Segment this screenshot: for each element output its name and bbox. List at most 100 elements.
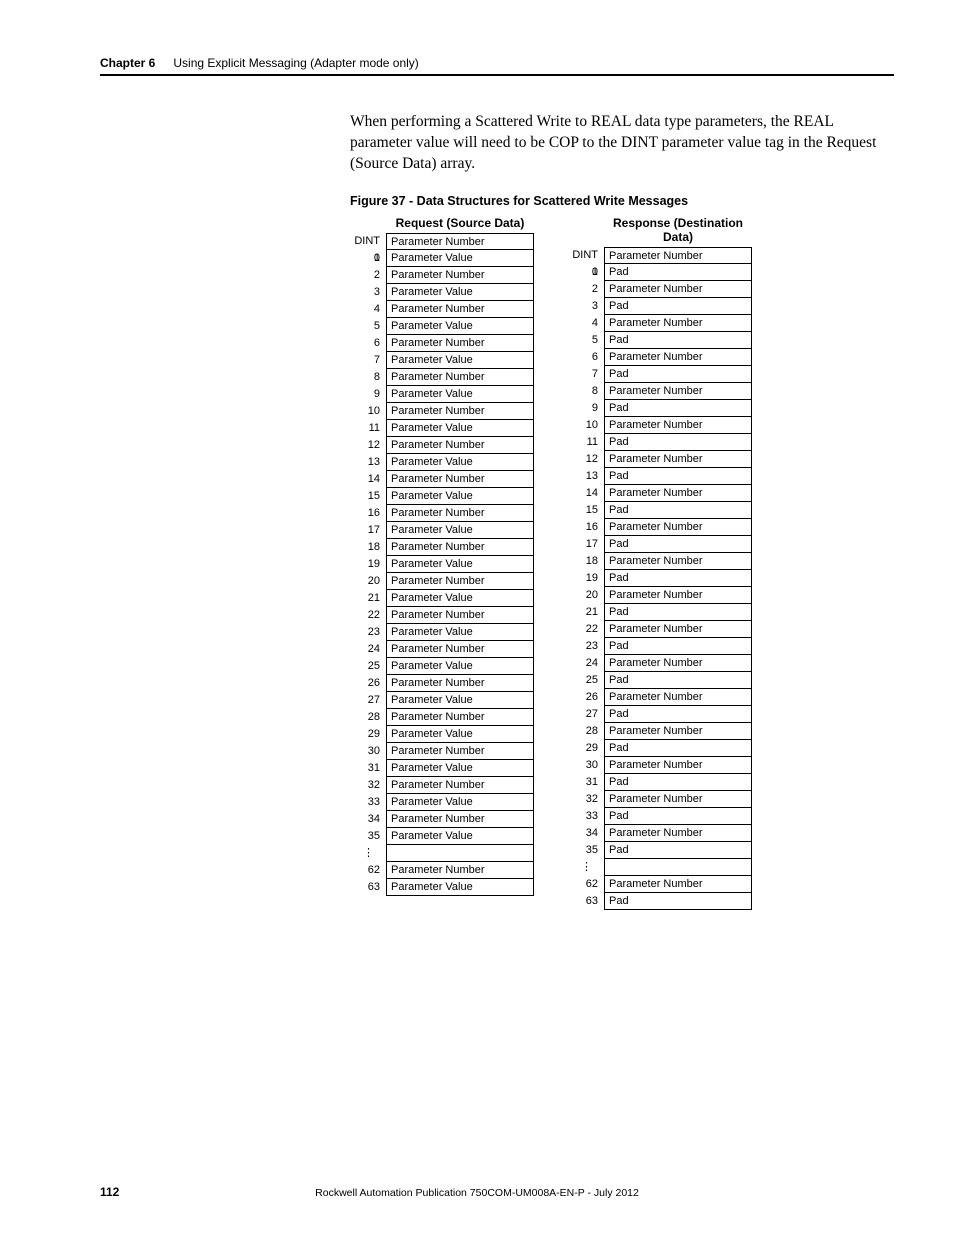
row-value: Parameter Number	[604, 655, 752, 672]
row-value: Parameter Number	[386, 403, 534, 420]
row-index: 27	[350, 692, 386, 709]
row-index: 22	[568, 621, 604, 638]
table-row: 24Parameter Number	[568, 655, 752, 672]
table-row: 11Parameter Value	[350, 420, 534, 437]
row-value: Parameter Value	[386, 352, 534, 369]
table-row: 19Pad	[568, 570, 752, 587]
row-value: Pad	[604, 842, 752, 859]
row-index: 15	[350, 488, 386, 505]
row-value: Parameter Number	[386, 539, 534, 556]
table-row: 34Parameter Number	[350, 811, 534, 828]
row-value: Parameter Value	[386, 522, 534, 539]
table-row: 10Parameter Number	[350, 403, 534, 420]
row-index: 18	[350, 539, 386, 556]
row-value: Pad	[604, 808, 752, 825]
row-index: 7	[350, 352, 386, 369]
row-value: Pad	[604, 604, 752, 621]
row-value: Parameter Number	[604, 485, 752, 502]
row-index: 6	[350, 335, 386, 352]
row-value: Parameter Number	[386, 777, 534, 794]
row-index: 20	[568, 587, 604, 604]
chapter-label: Chapter 6	[100, 56, 155, 70]
row-value: Pad	[604, 366, 752, 383]
row-value: Parameter Value	[386, 794, 534, 811]
row-index: 63	[568, 893, 604, 910]
row-value: Parameter Number	[604, 553, 752, 570]
table-row: 14Parameter Number	[350, 471, 534, 488]
table-row: 13Parameter Value	[350, 454, 534, 471]
row-value: Parameter Value	[386, 488, 534, 505]
row-index: 6	[568, 349, 604, 366]
row-index: 32	[568, 791, 604, 808]
row-index: 19	[350, 556, 386, 573]
row-index: 29	[568, 740, 604, 757]
row-value: Parameter Number	[386, 641, 534, 658]
table-header: Response (Destination Data)	[604, 216, 752, 247]
row-index: 11	[350, 420, 386, 437]
table-row: 9Parameter Value	[350, 386, 534, 403]
row-value: Parameter Number	[386, 709, 534, 726]
row-value: Pad	[604, 638, 752, 655]
table-row: 5Parameter Value	[350, 318, 534, 335]
row-value: Pad	[604, 570, 752, 587]
row-index: 17	[350, 522, 386, 539]
row-value: Parameter Value	[386, 760, 534, 777]
table-row: 34Parameter Number	[568, 825, 752, 842]
row-index: 9	[568, 400, 604, 417]
table-row: 8Parameter Number	[350, 369, 534, 386]
row-value: Parameter Number	[386, 437, 534, 454]
row-index: 34	[350, 811, 386, 828]
table-row: 28Parameter Number	[568, 723, 752, 740]
row-value: Parameter Number	[604, 723, 752, 740]
row-value: Pad	[604, 502, 752, 519]
table-row: 7Pad	[568, 366, 752, 383]
body-paragraph: When performing a Scattered Write to REA…	[350, 112, 889, 175]
table-row: 19Parameter Value	[350, 556, 534, 573]
row-index: 33	[350, 794, 386, 811]
row-value: Parameter Number	[604, 519, 752, 536]
table-row: 9Pad	[568, 400, 752, 417]
row-index: 26	[568, 689, 604, 706]
row-index: 12	[350, 437, 386, 454]
table-row: 4Parameter Number	[350, 301, 534, 318]
row-value: Parameter Number	[604, 757, 752, 774]
row-value: Parameter Number	[386, 743, 534, 760]
row-value: Parameter Number	[604, 587, 752, 604]
row-value: Parameter Value	[386, 556, 534, 573]
table-row: 13Pad	[568, 468, 752, 485]
table-row: 27Parameter Value	[350, 692, 534, 709]
row-value: Parameter Number	[386, 267, 534, 284]
row-index: 63	[350, 879, 386, 896]
row-index: 24	[568, 655, 604, 672]
row-index: 26	[350, 675, 386, 692]
row-value: Pad	[604, 468, 752, 485]
row-value: Parameter Number	[386, 607, 534, 624]
row-value: Parameter Number	[604, 247, 752, 264]
table-row: 20Parameter Number	[568, 587, 752, 604]
row-index: 4	[350, 301, 386, 318]
row-index: 1	[350, 250, 386, 267]
row-index: 35	[568, 842, 604, 859]
row-value: Parameter Number	[386, 573, 534, 590]
table-row: 18Parameter Number	[350, 539, 534, 556]
row-index: DINT 0	[350, 233, 386, 250]
row-index: 28	[568, 723, 604, 740]
row-value: Pad	[604, 298, 752, 315]
response-table: Response (Destination Data)DINT 0Paramet…	[568, 216, 752, 910]
row-index: 10	[568, 417, 604, 434]
row-value: Parameter Value	[386, 420, 534, 437]
row-index: 5	[350, 318, 386, 335]
table-row: 26Parameter Number	[350, 675, 534, 692]
table-row: 6Parameter Number	[350, 335, 534, 352]
table-row: 23Pad	[568, 638, 752, 655]
table-row: 29Pad	[568, 740, 752, 757]
table-row: 11Pad	[568, 434, 752, 451]
row-value: Parameter Value	[386, 692, 534, 709]
row-value: Parameter Number	[386, 335, 534, 352]
row-value: Parameter Value	[386, 454, 534, 471]
table-row: 18Parameter Number	[568, 553, 752, 570]
table-row: DINT 0Parameter Number	[350, 233, 534, 250]
row-index: 21	[350, 590, 386, 607]
vertical-dots-icon: ⋮	[568, 859, 604, 876]
row-value: Parameter Number	[386, 369, 534, 386]
